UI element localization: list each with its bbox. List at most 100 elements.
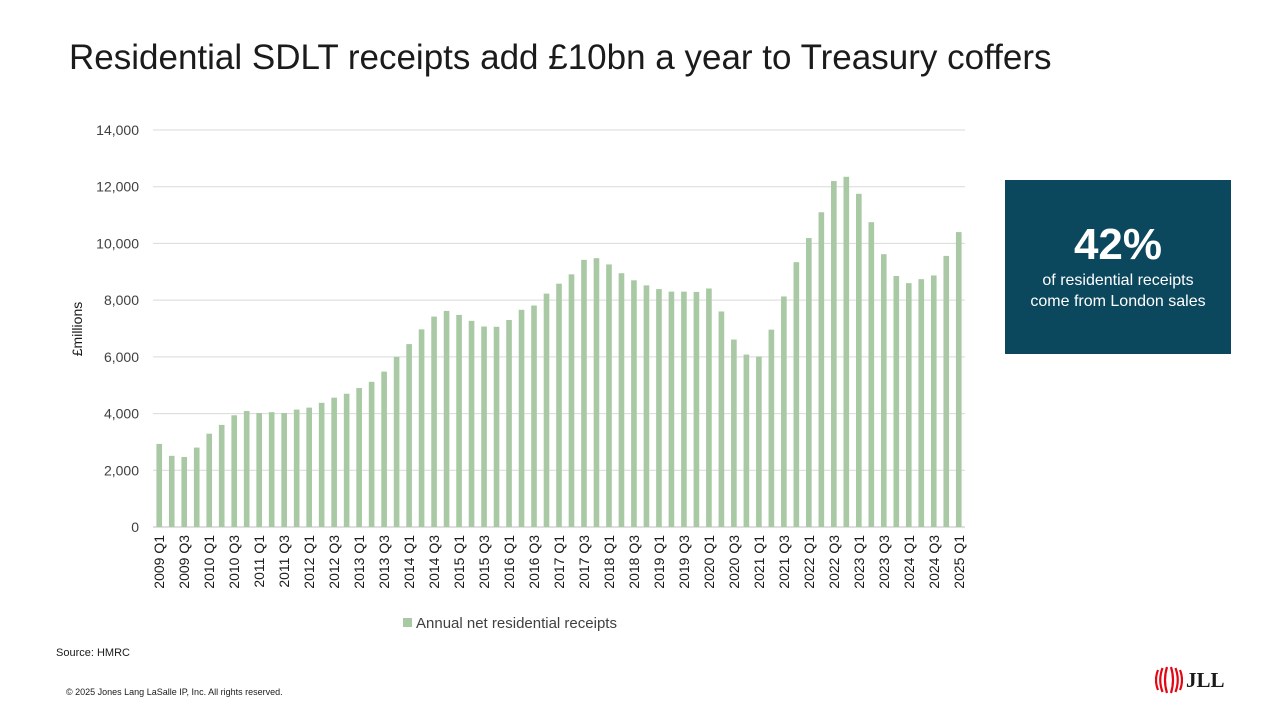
x-tick-label: 2019 Q3 bbox=[676, 535, 692, 589]
bar bbox=[493, 326, 500, 527]
bar bbox=[193, 447, 200, 527]
x-tick-label: 2019 Q1 bbox=[651, 535, 667, 589]
x-tick-label: 2011 Q3 bbox=[276, 535, 292, 588]
x-tick-label: 2012 Q1 bbox=[301, 535, 317, 589]
x-tick-label: 2021 Q3 bbox=[776, 535, 792, 589]
x-tick-label: 2024 Q3 bbox=[926, 535, 942, 589]
bar bbox=[668, 291, 675, 527]
bar bbox=[643, 285, 650, 527]
bar bbox=[281, 413, 287, 527]
jll-logo-text: JLL bbox=[1186, 667, 1225, 692]
legend: Annual net residential receipts bbox=[403, 615, 617, 632]
x-tick-label: 2017 Q1 bbox=[551, 535, 567, 589]
bar bbox=[893, 276, 900, 527]
bar bbox=[518, 309, 525, 527]
bar bbox=[943, 255, 950, 528]
bar bbox=[456, 314, 462, 527]
y-tick-label: 4,000 bbox=[104, 406, 139, 422]
bar bbox=[231, 415, 238, 527]
slide-title: Residential SDLT receipts add £10bn a ye… bbox=[69, 38, 1052, 77]
bar bbox=[556, 283, 562, 527]
copyright-notice: © 2025 Jones Lang LaSalle IP, Inc. All r… bbox=[66, 687, 283, 697]
bar bbox=[706, 288, 712, 527]
bar bbox=[731, 339, 737, 527]
bar bbox=[368, 381, 375, 527]
bar bbox=[606, 264, 612, 527]
y-tick-label: 10,000 bbox=[96, 235, 139, 251]
x-tick-label: 2020 Q3 bbox=[726, 535, 742, 589]
bar bbox=[768, 329, 775, 527]
bar bbox=[781, 296, 787, 527]
bar bbox=[831, 181, 837, 528]
bar bbox=[431, 316, 437, 527]
y-axis-ticks: 0 2,000 4,000 6,000 8,000 10,000 12,000 14,000 bbox=[96, 122, 139, 535]
x-tick-label: 2015 Q3 bbox=[476, 535, 492, 589]
bar bbox=[868, 222, 875, 528]
bar bbox=[843, 176, 850, 527]
bar bbox=[256, 413, 262, 527]
bar bbox=[156, 443, 163, 527]
jll-logo: JLL bbox=[1155, 664, 1227, 696]
x-tick-label: 2010 Q3 bbox=[226, 535, 242, 589]
bar bbox=[181, 456, 188, 527]
x-tick-label: 2014 Q1 bbox=[401, 535, 417, 589]
bar bbox=[268, 412, 275, 527]
x-tick-label: 2016 Q3 bbox=[526, 535, 542, 589]
bar bbox=[593, 258, 600, 527]
bar bbox=[756, 356, 762, 527]
bar bbox=[293, 409, 300, 527]
bar bbox=[856, 193, 862, 527]
bar bbox=[306, 407, 312, 527]
bar bbox=[681, 291, 687, 527]
bar bbox=[880, 254, 887, 527]
x-tick-label: 2009 Q1 bbox=[151, 535, 167, 589]
x-tick-label: 2012 Q3 bbox=[326, 535, 342, 589]
x-tick-label: 2020 Q1 bbox=[701, 535, 717, 589]
x-tick-label: 2022 Q1 bbox=[801, 535, 817, 589]
bar bbox=[693, 291, 700, 527]
bar bbox=[168, 455, 175, 527]
source-note: Source: HMRC bbox=[56, 647, 130, 659]
x-tick-label: 2023 Q1 bbox=[851, 535, 867, 589]
bar bbox=[930, 275, 937, 527]
x-tick-label: 2018 Q1 bbox=[601, 535, 617, 589]
x-tick-label: 2025 Q1 bbox=[951, 535, 967, 589]
x-tick-label: 2010 Q1 bbox=[201, 535, 217, 589]
legend-label: Annual net residential receipts bbox=[416, 615, 617, 632]
bar bbox=[393, 356, 400, 527]
bar bbox=[318, 402, 325, 527]
bar bbox=[806, 238, 812, 527]
x-axis-ticks: 2009 Q1 2009 Q3 2010 Q1 2010 Q3 2011 Q1 2011 … bbox=[151, 535, 967, 589]
legend-swatch bbox=[403, 618, 412, 627]
bar-chart: 02,0004,0006,0008,00010,00012,00014,000 … bbox=[69, 122, 967, 632]
y-tick-label: 2,000 bbox=[104, 462, 139, 478]
y-axis-label: £millions bbox=[69, 302, 85, 356]
x-tick-label: 2015 Q1 bbox=[451, 535, 467, 589]
bar bbox=[343, 393, 350, 527]
bar bbox=[481, 326, 487, 527]
x-tick-label: 2017 Q3 bbox=[576, 535, 592, 589]
bar bbox=[631, 280, 637, 527]
jll-logo-mark-icon bbox=[1155, 666, 1183, 694]
x-tick-label: 2022 Q3 bbox=[826, 535, 842, 589]
bar bbox=[743, 354, 750, 527]
bar bbox=[618, 273, 625, 527]
callout-value: 42% bbox=[1073, 220, 1163, 269]
x-tick-label: 2021 Q1 bbox=[751, 535, 767, 589]
x-tick-label: 2011 Q1 bbox=[251, 535, 267, 588]
bar bbox=[331, 397, 337, 527]
bar bbox=[356, 388, 362, 527]
bar bbox=[468, 320, 475, 527]
x-tick-label: 2009 Q3 bbox=[176, 535, 192, 589]
x-tick-label: 2013 Q3 bbox=[376, 535, 392, 589]
bar bbox=[218, 424, 225, 527]
bar bbox=[243, 411, 250, 527]
bar bbox=[206, 433, 213, 527]
x-tick-label: 2023 Q3 bbox=[876, 535, 892, 589]
callout-text-line-1: of residential receipts bbox=[1042, 272, 1194, 289]
bar bbox=[568, 274, 575, 527]
bar bbox=[381, 371, 387, 527]
bar bbox=[718, 311, 725, 527]
x-tick-label: 2016 Q1 bbox=[501, 535, 517, 589]
y-tick-label: 6,000 bbox=[104, 349, 139, 365]
